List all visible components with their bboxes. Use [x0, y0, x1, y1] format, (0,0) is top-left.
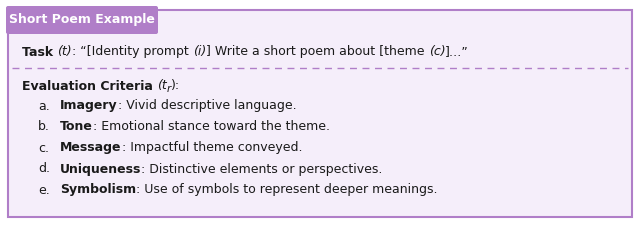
Text: ] Write a short poem about [theme: ] Write a short poem about [theme — [206, 45, 429, 58]
FancyBboxPatch shape — [8, 10, 632, 217]
Text: Symbolism: Symbolism — [60, 184, 136, 196]
Text: (i): (i) — [193, 45, 206, 58]
Text: : Impactful theme conveyed.: : Impactful theme conveyed. — [122, 142, 302, 155]
Text: d.: d. — [38, 162, 50, 176]
Text: a.: a. — [38, 99, 50, 112]
Text: : “[Identity prompt: : “[Identity prompt — [72, 45, 193, 58]
Text: (c): (c) — [429, 45, 445, 58]
Text: : Distinctive elements or perspectives.: : Distinctive elements or perspectives. — [141, 162, 383, 176]
Text: Short Poem Example: Short Poem Example — [9, 14, 155, 27]
Text: Uniqueness: Uniqueness — [60, 162, 141, 176]
Text: Message: Message — [60, 142, 122, 155]
Text: : Vivid descriptive language.: : Vivid descriptive language. — [118, 99, 296, 112]
Text: Task: Task — [22, 45, 58, 58]
Text: e.: e. — [38, 184, 50, 196]
FancyBboxPatch shape — [6, 6, 158, 34]
Text: b.: b. — [38, 121, 50, 133]
Text: Imagery: Imagery — [60, 99, 118, 112]
Text: c.: c. — [38, 142, 49, 155]
Text: (t): (t) — [58, 45, 72, 58]
Text: Evaluation Criteria: Evaluation Criteria — [22, 79, 157, 92]
Text: : Use of symbols to represent deeper meanings.: : Use of symbols to represent deeper mea… — [136, 184, 438, 196]
Text: r: r — [167, 84, 172, 94]
Text: : Emotional stance toward the theme.: : Emotional stance toward the theme. — [93, 121, 330, 133]
Text: ):: ): — [172, 79, 180, 92]
Text: ]…”: ]…” — [445, 45, 469, 58]
Text: Tone: Tone — [60, 121, 93, 133]
Text: (t: (t — [157, 79, 167, 92]
